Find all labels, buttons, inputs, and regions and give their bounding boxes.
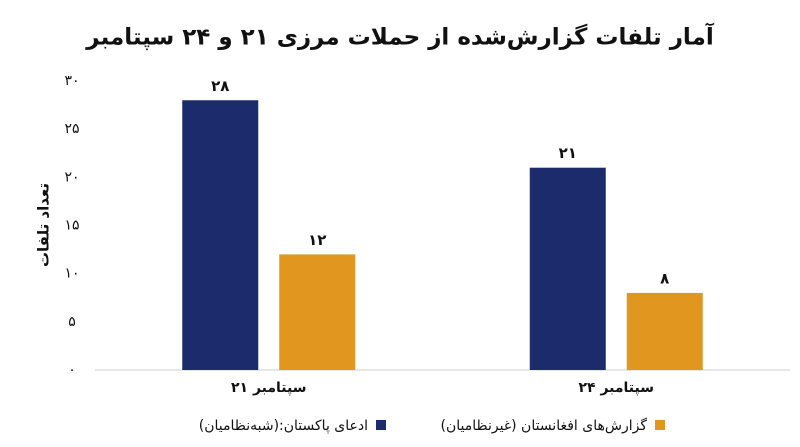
chart-title: آمار تلفات گزارش‌شده از حملات مرزی ۲۱ و …: [85, 22, 715, 51]
legend-label: گزارش‌های افغانستان (غیرنظامیان): [440, 417, 647, 434]
data-label: ۲۱: [559, 144, 577, 162]
data-label: ۱۲: [308, 231, 326, 249]
y-tick-label: ۲۰: [64, 169, 79, 185]
legend-swatch: [655, 420, 665, 430]
y-tick-label: ۵: [68, 314, 76, 330]
y-axis-label: تعداد تلفات: [35, 183, 53, 267]
y-tick-label: ۱۰: [64, 266, 79, 282]
legend-label: ادعای پاکستان:(شبه‌نظامیان): [199, 418, 368, 434]
legend-swatch: [376, 420, 386, 430]
bar: [626, 292, 703, 370]
bar: [279, 254, 356, 370]
y-tick-label: ۲۵: [64, 121, 79, 137]
bar: [529, 167, 606, 370]
x-tick-label: ۲۴ سپتامبر: [578, 380, 654, 396]
y-tick-label: ۰: [68, 362, 76, 378]
x-tick-label: ۲۱ سپتامبر: [231, 380, 307, 396]
data-label: ۸: [660, 269, 669, 287]
y-tick-label: ۱۵: [64, 218, 79, 234]
bar: [182, 100, 259, 371]
y-tick-label: ۳۰: [64, 73, 79, 89]
data-label: ۲۸: [211, 77, 229, 95]
